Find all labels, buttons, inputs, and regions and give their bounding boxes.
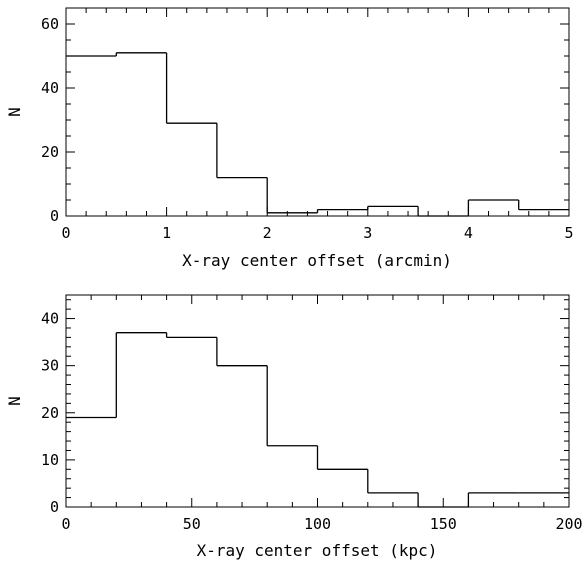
- x-tick-label: 100: [304, 515, 331, 533]
- x-tick-label: 3: [363, 224, 372, 242]
- x-tick-label: 4: [464, 224, 473, 242]
- top-histogram-panel: X-ray center offset (arcmin) N 0 1 2 3 4 5 0 20…: [5, 7, 574, 270]
- x-tick-label: 5: [564, 224, 573, 242]
- plot-frame: [65, 7, 570, 217]
- x-tick-label: 150: [430, 515, 457, 533]
- y-tick-label: 20: [41, 404, 59, 422]
- x-tick-label: 1: [162, 224, 171, 242]
- y-tick-label: 60: [41, 15, 59, 33]
- y-axis-label: N: [5, 107, 24, 117]
- bottom-histogram-panel: X-ray center offset (kpc) N 0 50 100 150 200…: [5, 294, 583, 560]
- x-tick-label: 200: [555, 515, 582, 533]
- y-axis-label: N: [5, 396, 24, 406]
- x-axis-label: X-ray center offset (kpc): [197, 541, 438, 560]
- x-axis-label: X-ray center offset (arcmin): [182, 251, 452, 270]
- y-tick-label: 30: [41, 357, 59, 375]
- x-tick-label: 0: [61, 224, 70, 242]
- y-tick-label: 0: [50, 498, 59, 516]
- y-tick-label: 20: [41, 143, 59, 161]
- x-tick-label: 0: [61, 515, 70, 533]
- y-tick-label: 40: [41, 79, 59, 97]
- y-tick-label: 10: [41, 451, 59, 469]
- plot-frame: [65, 294, 570, 508]
- x-tick-label: 50: [183, 515, 201, 533]
- y-tick-label: 0: [50, 207, 59, 225]
- y-tick-label: 40: [41, 310, 59, 328]
- x-tick-label: 2: [263, 224, 272, 242]
